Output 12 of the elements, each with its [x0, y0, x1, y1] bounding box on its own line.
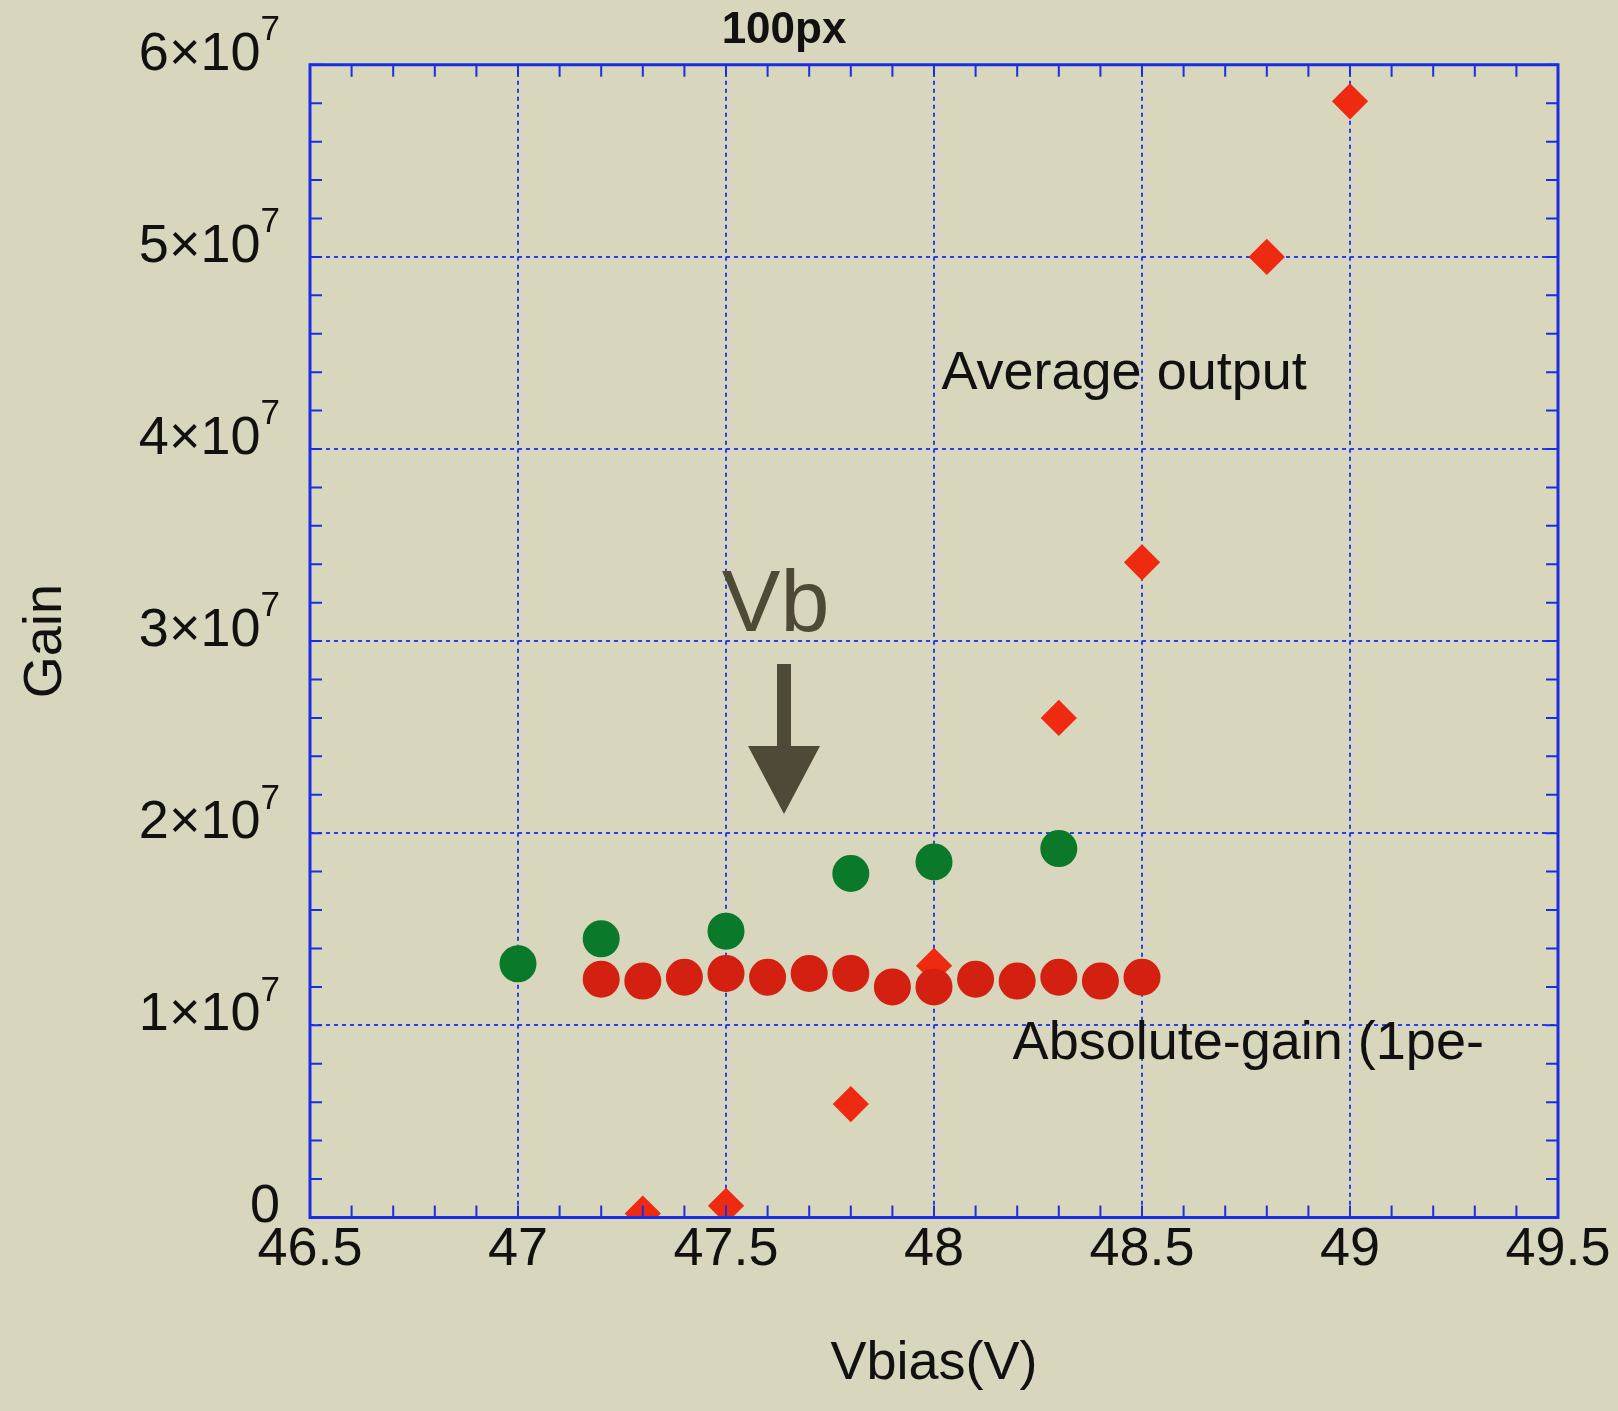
y-axis-title: Gain: [12, 584, 73, 699]
x-tick-label: 47.5: [673, 1215, 779, 1276]
x-tick-label: 48: [903, 1215, 965, 1276]
x-tick-label: 48.5: [1089, 1215, 1195, 1276]
x-tick-label: 49: [1319, 1215, 1381, 1276]
annotation: Vb: [721, 550, 830, 650]
annotation: Average output: [941, 339, 1307, 400]
chart-title: 100px: [721, 2, 847, 52]
x-tick-label: 47: [487, 1215, 549, 1276]
x-tick-label: 49.5: [1505, 1215, 1611, 1276]
x-axis-title: Vbias(V): [830, 1330, 1038, 1391]
annotation: Absolute-gain (1pe-: [1012, 1010, 1484, 1071]
